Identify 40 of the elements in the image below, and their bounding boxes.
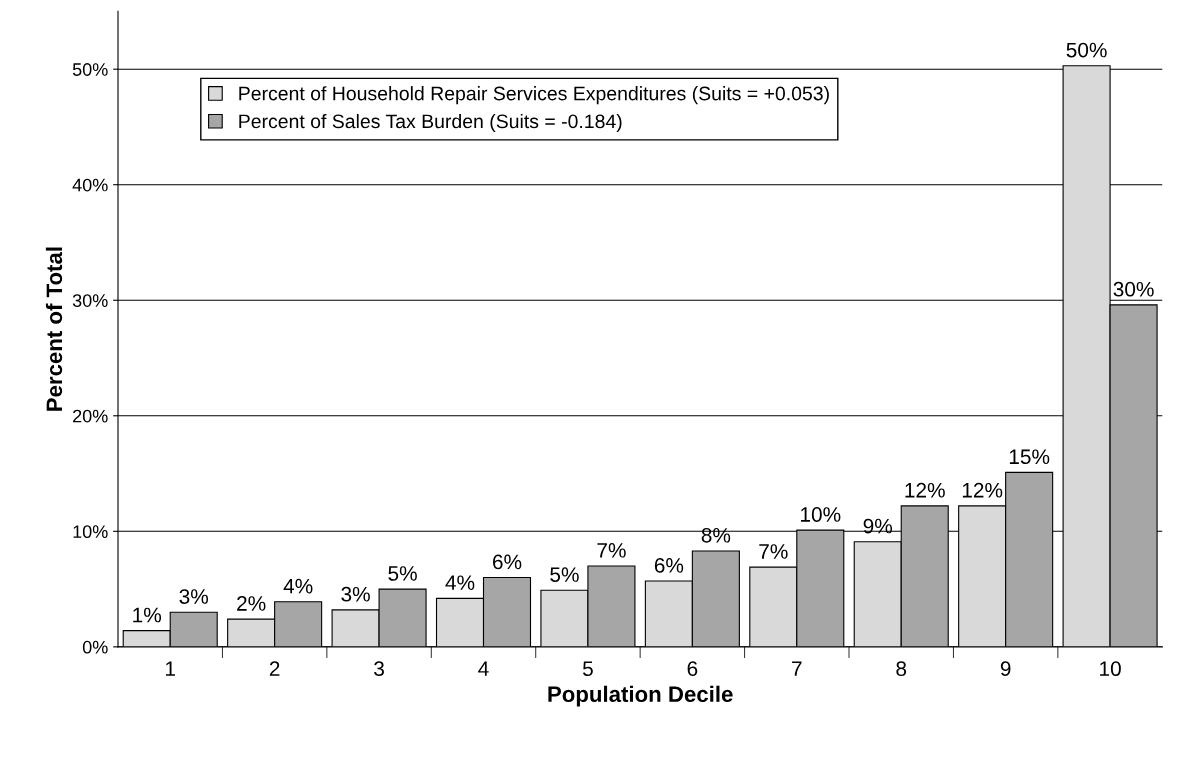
data-label: 3% xyxy=(179,589,209,604)
data-label: 12% xyxy=(962,482,1003,498)
y-tick-label: 10% xyxy=(73,525,108,539)
y-tick-label: 0% xyxy=(82,640,108,654)
data-label: 4% xyxy=(445,575,475,590)
data-label: 30% xyxy=(1113,281,1154,297)
data-label: 7% xyxy=(759,544,788,559)
data-label: 50% xyxy=(1066,42,1107,58)
data-label: 1% xyxy=(133,607,162,623)
data-label: 2% xyxy=(237,596,266,611)
y-axis-title: Percent of Total xyxy=(45,247,63,411)
x-axis-title: Population Decile xyxy=(548,685,733,707)
legend-label: Percent of Household Repair Services Expenditures (Suits = +0.053) xyxy=(239,86,829,105)
x-tick-label: 1 xyxy=(166,661,175,676)
data-label: 7% xyxy=(597,543,626,558)
data-label: 6% xyxy=(493,554,522,570)
x-tick-label: 7 xyxy=(792,661,802,676)
data-label: 4% xyxy=(283,578,313,594)
y-tick-label: 50% xyxy=(72,63,108,76)
data-label: 5% xyxy=(388,566,417,581)
data-label: 5% xyxy=(550,567,579,582)
data-label: 15% xyxy=(1009,449,1050,465)
x-tick-label: 5 xyxy=(582,661,593,677)
x-tick-label: 6 xyxy=(687,661,698,677)
data-label: 12% xyxy=(905,482,945,498)
x-tick-label: 4 xyxy=(478,661,489,676)
x-tick-label: 9 xyxy=(1000,661,1011,677)
y-tick-label: 40% xyxy=(72,178,108,192)
data-label: 3% xyxy=(341,586,370,602)
y-tick-label: 30% xyxy=(72,294,108,307)
x-tick-label: 8 xyxy=(896,661,907,677)
legend-label: Percent of Sales Tax Burden (Suits = -0.184) xyxy=(239,113,622,133)
x-tick-label: 10 xyxy=(1100,661,1121,677)
data-label: 8% xyxy=(701,527,731,543)
data-label: 6% xyxy=(654,557,684,573)
x-tick-label: 2 xyxy=(269,661,280,676)
data-label: 10% xyxy=(801,507,841,522)
x-tick-label: 3 xyxy=(374,661,384,677)
data-label: 9% xyxy=(863,518,893,534)
y-tick-label: 20% xyxy=(73,409,108,423)
